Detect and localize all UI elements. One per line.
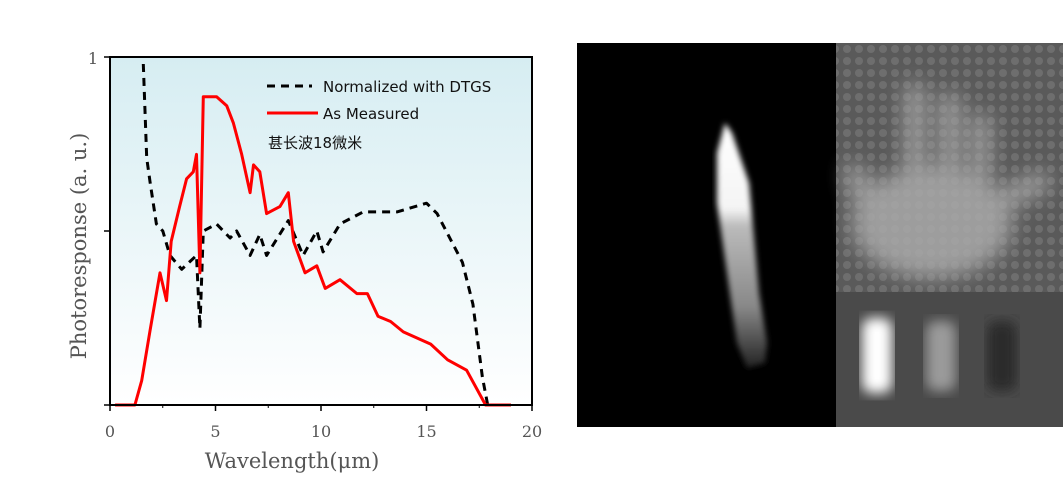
x-tick-label: 15 — [416, 422, 436, 441]
infrared-images — [577, 43, 1063, 427]
y-tick-label: 1 — [88, 49, 98, 68]
annotation-text: 甚长波18微米 — [268, 134, 362, 152]
legend-label-measured: As Measured — [323, 105, 419, 123]
legend: Normalized with DTGS As Measured 甚长波18微米 — [267, 78, 491, 152]
x-tick-label: 20 — [522, 422, 542, 441]
ir-image-flame — [577, 43, 836, 427]
x-tick-label: 5 — [210, 422, 220, 441]
x-tick-label: 10 — [311, 422, 331, 441]
ir-image-blackbody-targets — [836, 292, 1063, 427]
ir-image-hand — [836, 43, 1063, 292]
series-line-measured — [115, 95, 511, 407]
series-line-dtgs — [141, 63, 511, 407]
x-tick-label: 0 — [105, 422, 115, 441]
photoresponse-chart: 0 5 10 15 20 1 Wavelength(μm) Photoresponse … — [67, 49, 542, 473]
y-axis-label: Photoresponse (a. u.) — [67, 133, 91, 360]
legend-label-dtgs: Normalized with DTGS — [323, 78, 491, 96]
plot-area — [110, 57, 532, 405]
x-axis-label: Wavelength(μm) — [205, 449, 380, 473]
